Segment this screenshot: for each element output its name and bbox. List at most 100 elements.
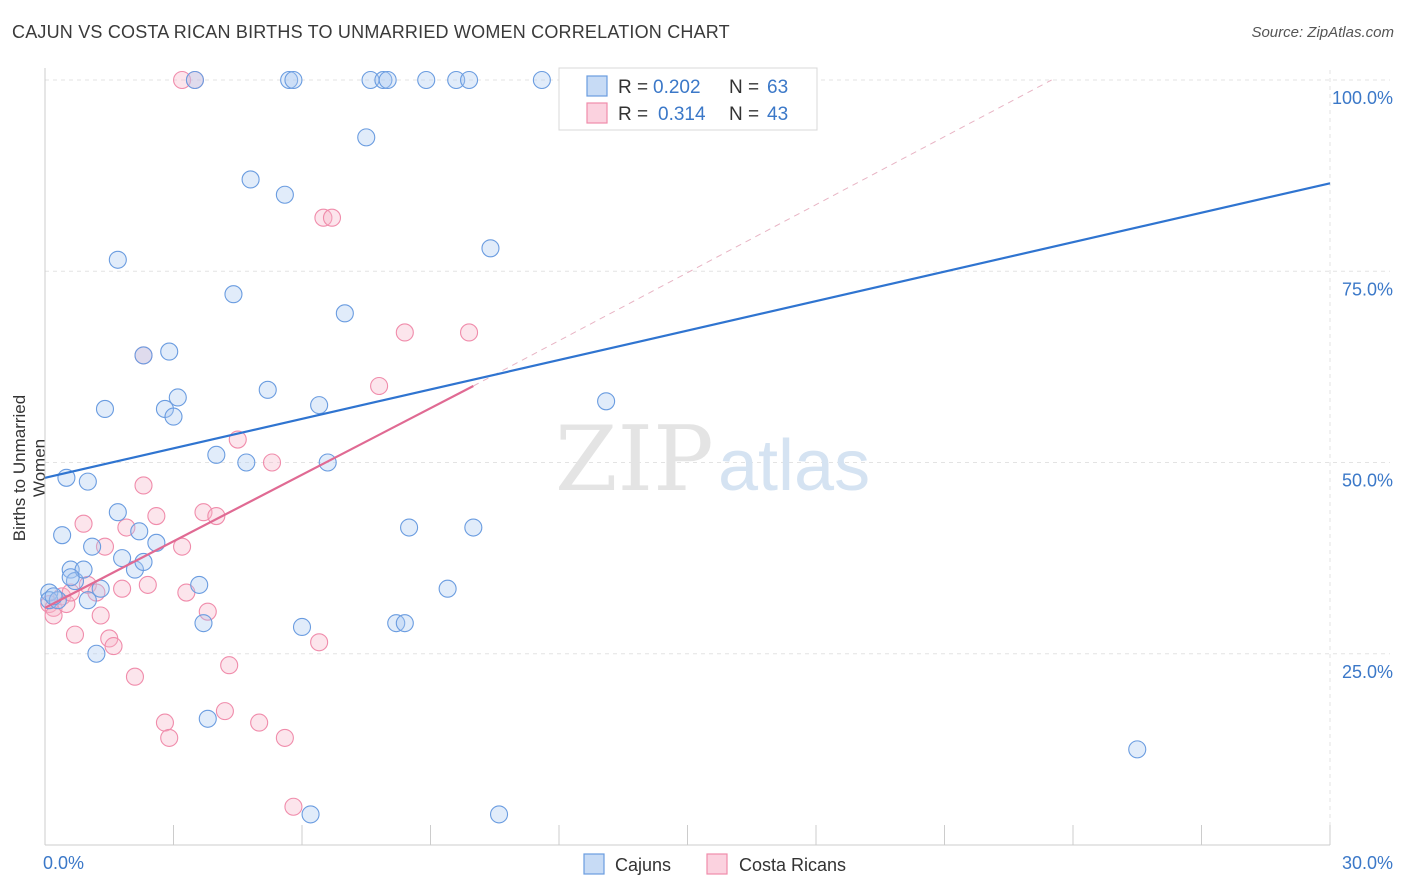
bottom-legend-costa: Costa Ricans [739,855,846,875]
cajun-point [194,614,213,633]
costa-rican-point [147,506,166,526]
cajun-point [130,522,149,541]
cajun-point [164,407,183,426]
cajun-point [108,250,127,269]
costa-rican-point [155,713,174,732]
costa-rican-point [113,579,132,598]
cajun-point [481,239,500,258]
legend-n-label-1: N = [729,77,759,98]
costa-rican-point [198,602,217,621]
costa-trend-line [44,385,474,609]
cajun-point [335,304,354,323]
costa-rican-point [104,637,123,656]
cajun-point [87,644,106,663]
costa-rican-point [459,323,479,342]
cajun-point [417,70,436,90]
cajun-point [280,70,299,90]
bottom-swatch-cajuns [583,853,605,875]
trend-lines [44,79,1331,609]
cajun-point [489,805,509,824]
cajun-point [83,537,102,556]
y-tick-label: 25.0% [1342,662,1393,682]
cajun-point [53,526,72,545]
series-legend: Cajuns Costa Ricans [583,853,846,875]
y-tick-label: 100.0% [1332,88,1393,108]
cajun-point [224,285,243,304]
cajun-point [61,568,80,587]
costa-rican-point [370,376,389,396]
y-tick-labels: 25.0% 50.0% 75.0% 100.0% [1332,88,1393,682]
cajun-point [532,70,551,90]
cajun-point [198,709,217,728]
y-tick-label: 50.0% [1342,471,1393,491]
legend-n-value-1: 63 [767,77,788,98]
costa-rican-point [160,728,179,747]
cajun-point [113,549,132,568]
costa-rican-point [134,476,153,495]
costa-rican-point [91,606,110,625]
x-tick-label: 30.0% [1342,853,1393,873]
cajuns-trend-line [44,182,1331,479]
legend-swatch-costa [586,102,608,124]
costa-rican-point [322,208,342,227]
cajun-point [310,396,329,415]
x-tick-labels: 0.0% 30.0% [43,853,1393,873]
cajun-point [301,805,320,824]
cajun-point [108,503,127,522]
costa-rican-point [65,625,85,644]
cajun-point [160,342,179,361]
legend-r-value-1: 0.202 [653,77,701,98]
cajun-point [400,518,419,537]
cajun-point [95,399,115,419]
cajun-point [374,70,393,90]
costa-rican-point [215,702,234,721]
costa-rican-point [395,323,414,342]
cajun-point [357,128,376,147]
cajun-point [459,70,479,90]
cajun-point [147,533,166,552]
costa-rican-point [74,514,93,533]
legend-r-value-2: 0.314 [658,104,706,125]
cajun-point [78,591,97,610]
costa-rican-point [284,797,303,816]
cajun-point [190,575,209,594]
legend-r-label-2: R = [618,104,648,125]
watermark: ZIP [555,407,714,512]
cajun-point [284,70,303,90]
costa-rican-point [173,537,192,556]
bottom-swatch-costa [706,853,728,875]
costa-rican-point [44,606,63,625]
chart-source: Source: ZipAtlas.com [1251,24,1394,41]
costa-rican-point [95,537,115,556]
cajun-point [292,617,312,637]
watermark-atlas: atlas [718,426,870,506]
cajun-point [207,445,226,464]
cajun-point [241,170,260,189]
cajun-point [378,70,397,90]
cajun-point [185,70,204,90]
cajun-point [61,560,80,579]
cajun-point [395,614,414,633]
cajun-point [275,185,294,204]
costa-rican-point [173,70,192,90]
legend-n-value-2: 43 [767,104,788,125]
cajun-point [464,518,483,537]
chart-title: CAJUN VS COSTA RICAN BIRTHS TO UNMARRIED… [12,22,730,42]
cajun-point [168,388,187,407]
x-tick-label: 0.0% [43,853,84,873]
cajun-point [438,579,457,598]
cajun-point [78,472,97,491]
cajun-point [258,380,277,399]
costa-rican-point [220,656,239,675]
legend-swatch-cajuns [586,75,608,97]
bottom-legend-cajuns: Cajuns [615,855,671,875]
y-tick-label: 75.0% [1342,279,1393,299]
costa-rican-point [250,713,269,732]
costa-rican-point [275,728,294,747]
axes [44,68,1331,846]
legend-n-label-2: N = [729,104,759,125]
cajun-point [1128,740,1147,759]
costa-rican-point [125,667,144,686]
costa-ricans-points [40,70,479,816]
